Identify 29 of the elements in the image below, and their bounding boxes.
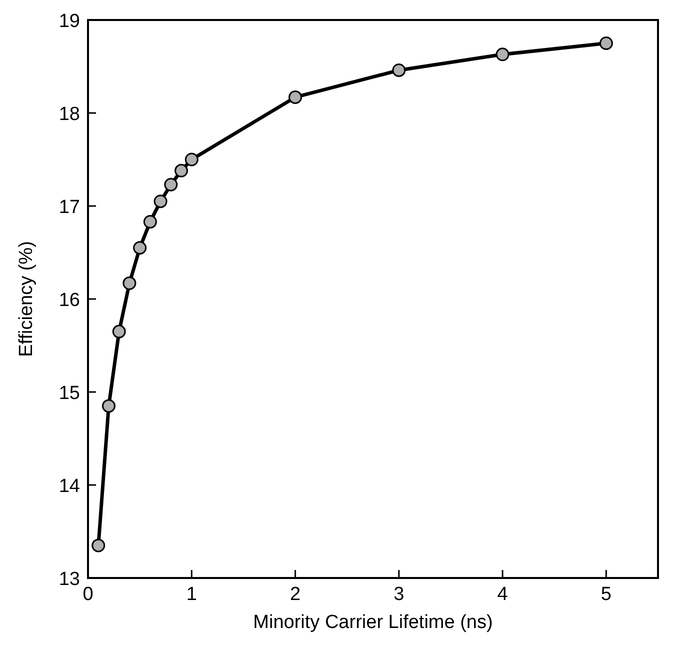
x-tick-label: 5 — [600, 584, 612, 605]
x-tick-label: 4 — [497, 584, 508, 605]
point — [112, 324, 126, 338]
x-tick-label: 0 — [82, 584, 94, 605]
x-tick-label: 3 — [394, 584, 404, 605]
point — [392, 63, 406, 77]
y-axis-title: Efficiency (%) — [16, 241, 37, 357]
point — [288, 90, 302, 104]
point — [143, 215, 157, 229]
point — [133, 241, 147, 255]
point — [92, 538, 106, 552]
point — [102, 399, 116, 413]
point — [122, 276, 136, 290]
x-axis-title: Minority Carrier Lifetime (ns) — [253, 612, 493, 633]
y-tick-label: 13 — [58, 569, 80, 590]
y-tick-label: 17 — [58, 197, 80, 218]
point — [174, 164, 188, 178]
x-tick-label: 2 — [290, 584, 301, 605]
point — [184, 152, 198, 166]
point — [164, 178, 178, 192]
point — [154, 194, 168, 208]
y-tick-label: 19 — [58, 11, 80, 32]
point — [599, 36, 613, 50]
y-tick-label: 18 — [58, 104, 80, 125]
y-tick-label: 14 — [58, 476, 80, 497]
point — [496, 48, 510, 62]
x-tick-label: 1 — [186, 584, 197, 605]
y-tick-label: 16 — [58, 290, 80, 311]
y-tick-label: 15 — [58, 383, 80, 404]
